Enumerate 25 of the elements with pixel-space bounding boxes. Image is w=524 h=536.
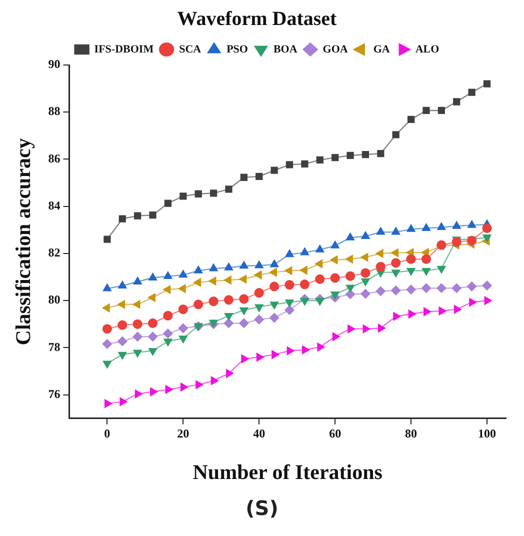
legend-label: IFS-DBOIM bbox=[94, 43, 154, 56]
x-tick-label: 0 bbox=[104, 426, 110, 441]
legend-label: ALO bbox=[415, 43, 440, 56]
x-tick-label: 100 bbox=[478, 426, 496, 441]
y-tick-label: 84 bbox=[48, 198, 60, 212]
legend-label: PSO bbox=[226, 43, 248, 56]
y-tick-label: 80 bbox=[48, 292, 60, 307]
chart-title: Waveform Dataset bbox=[177, 8, 338, 30]
y-tick-label: 90 bbox=[48, 57, 60, 72]
x-tick-label: 60 bbox=[329, 426, 342, 441]
x-tick-label: 20 bbox=[177, 426, 190, 441]
y-tick-label: 86 bbox=[48, 151, 60, 166]
y-tick-label: 88 bbox=[48, 104, 60, 118]
legend-label: GOA bbox=[322, 43, 348, 56]
x-axis-title: Number of Iterations bbox=[192, 460, 382, 484]
legend-label: BOA bbox=[273, 43, 298, 56]
y-axis-title: Classification accuracy bbox=[11, 138, 36, 346]
x-tick-label: 80 bbox=[405, 426, 418, 441]
x-tick-label: 40 bbox=[253, 426, 266, 441]
y-tick-label: 76 bbox=[48, 386, 60, 401]
text: (S) bbox=[244, 496, 280, 520]
y-tick-label: 82 bbox=[48, 246, 60, 260]
legend-label: SCA bbox=[179, 43, 202, 56]
legend-label: GA bbox=[373, 43, 390, 56]
y-tick-label: 78 bbox=[48, 340, 60, 354]
